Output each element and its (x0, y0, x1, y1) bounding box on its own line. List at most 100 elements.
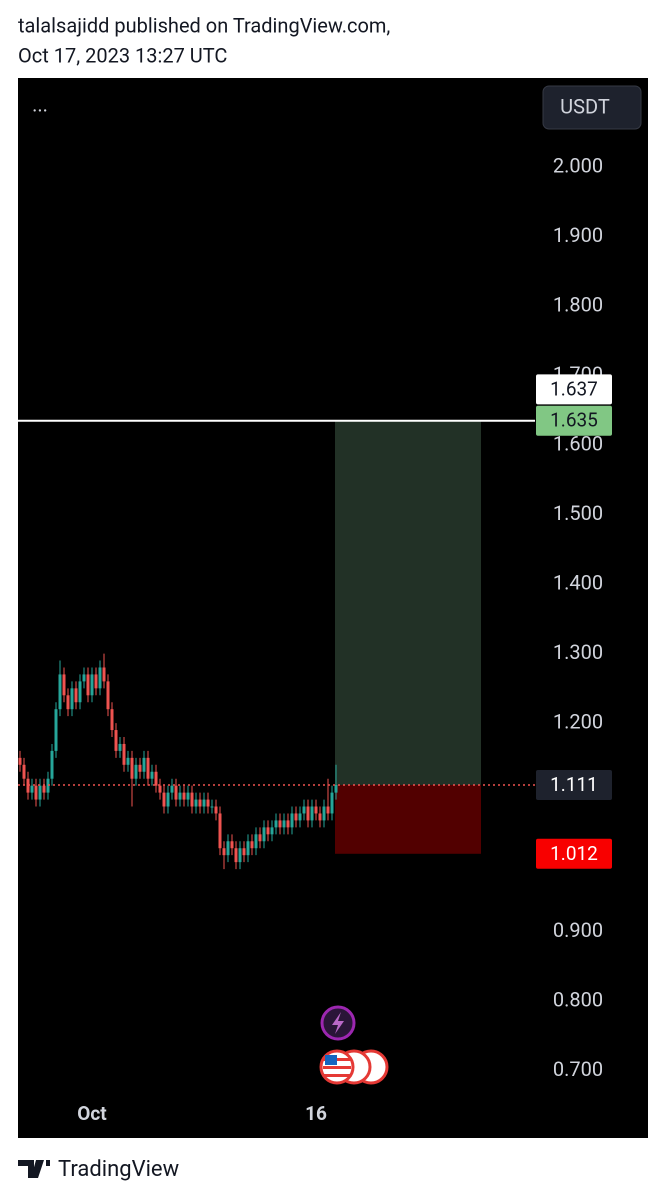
flag-stripe (323, 1074, 351, 1077)
candle-body (246, 841, 250, 856)
candle-body (162, 792, 166, 807)
candle-body (262, 827, 266, 842)
candle-body (270, 827, 274, 835)
candle-body (194, 799, 198, 807)
candle-body (22, 764, 26, 779)
candle-body (322, 806, 326, 821)
candle-body (250, 841, 254, 849)
flag-canton (325, 1055, 337, 1065)
candle-body (146, 757, 150, 779)
candle-body (78, 681, 82, 703)
candle-body (122, 743, 126, 765)
candle-body (42, 785, 46, 793)
price-label: 1.635 (550, 409, 598, 432)
y-tick-label: 2.000 (553, 153, 603, 177)
candle-body (58, 674, 62, 710)
candle-body (138, 764, 142, 772)
candle-body (106, 681, 110, 710)
candle-body (198, 799, 202, 807)
y-tick-label: 1.500 (553, 501, 603, 525)
price-label-box (536, 405, 612, 436)
candle-body (254, 834, 258, 849)
y-tick-label: 1.900 (553, 223, 603, 247)
candle-body (290, 813, 294, 828)
candle-body (326, 806, 330, 814)
candle-body (334, 784, 338, 793)
candle-body (86, 674, 90, 696)
candle-body (278, 820, 282, 828)
candle-body (318, 813, 322, 821)
candle-body (186, 792, 190, 800)
x-tick-label: 16 (305, 1102, 327, 1125)
candle-body (314, 806, 318, 814)
candle-body (206, 799, 210, 807)
candle-body (190, 792, 194, 807)
candle-body (66, 695, 70, 710)
candle-body (210, 806, 214, 808)
price-label-box (536, 374, 612, 405)
currency-button[interactable] (542, 85, 642, 130)
candle-body (130, 757, 134, 779)
price-label-box (536, 769, 612, 800)
candle-body (90, 674, 94, 696)
candle-body (174, 785, 178, 800)
candle-body (142, 757, 146, 772)
flag-icons[interactable] (319, 1049, 389, 1085)
lightning-glyph (332, 1012, 344, 1034)
candle-body (298, 813, 302, 821)
currency-label[interactable]: USDT (560, 94, 610, 118)
candle-body (302, 806, 306, 814)
y-tick-label: 1.800 (553, 292, 603, 316)
candle-body (158, 785, 162, 793)
candle-body (70, 688, 74, 710)
candle-body (82, 674, 86, 682)
y-tick-label: 1.200 (553, 709, 603, 733)
candle-body (166, 792, 170, 807)
candle-body (114, 730, 118, 751)
y-tick-label: 0.700 (553, 1057, 603, 1081)
candle-body (238, 848, 242, 863)
candle-body (282, 820, 286, 828)
brand-logo (18, 1160, 50, 1178)
price-label: 1.111 (550, 773, 598, 796)
y-tick-label: 1.300 (553, 640, 603, 664)
candle-body (18, 757, 22, 765)
candle-body (54, 709, 58, 751)
candle-body (330, 792, 334, 814)
x-tick-label: Oct (77, 1102, 107, 1125)
candle-body (266, 827, 270, 835)
price-label: 1.012 (550, 842, 598, 865)
candle-body (30, 785, 34, 793)
candle-body (110, 709, 114, 731)
y-tick-label: 0.800 (553, 987, 603, 1011)
candle-body (242, 848, 246, 856)
candle-body (170, 785, 174, 793)
candle-body (258, 834, 262, 842)
plot: 0.7000.8000.9001.0001.1001.2001.3001.400… (18, 153, 612, 1125)
candle-body (202, 799, 206, 807)
candle-body (102, 667, 106, 682)
candle-body (98, 667, 102, 689)
header-author: talalsajidd published on TradingView.com… (18, 13, 390, 37)
candle-body (126, 757, 130, 765)
candle-body (218, 813, 222, 849)
candle-body (294, 813, 298, 821)
candle-body (154, 771, 158, 786)
candle-body (38, 785, 42, 800)
position-loss-zone (335, 784, 481, 854)
candle-body (62, 674, 66, 696)
flag-stripe (323, 1066, 351, 1069)
candle-body (226, 841, 230, 856)
candle-body (34, 785, 38, 800)
y-tick-label: 0.900 (553, 918, 603, 942)
candle-body (50, 750, 54, 779)
candle-body (274, 820, 278, 828)
price-label-box (536, 838, 612, 869)
candle-body (94, 674, 98, 689)
candle-body (118, 743, 122, 751)
menu-dots[interactable]: ... (32, 92, 48, 116)
candle-body (310, 806, 314, 821)
header-date: Oct 17, 2023 13:27 UTC (18, 43, 227, 67)
